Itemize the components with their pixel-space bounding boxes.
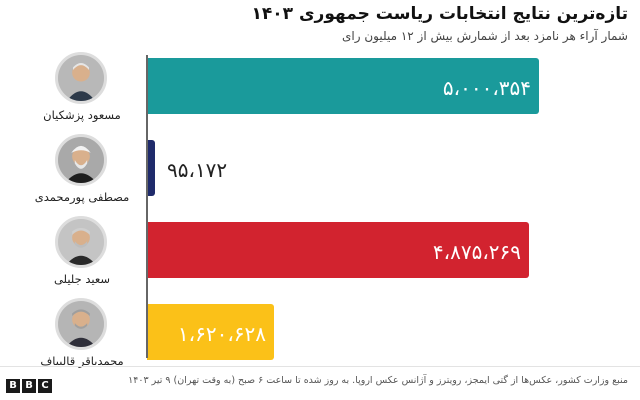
row-jalili: سعید جلیلی ۴،۸۷۵،۲۶۹ [0, 214, 640, 294]
value-label-pezeshkian: ۵،۰۰۰،۳۵۴ [442, 76, 531, 100]
avatar [55, 52, 107, 104]
value-label-jalili: ۴،۸۷۵،۲۶۹ [432, 240, 521, 264]
row-pourmohammadi: مصطفی پورمحمدی ۹۵،۱۷۲ [0, 132, 640, 212]
candidate-pourmohammadi: مصطفی پورمحمدی [20, 132, 150, 212]
row-pezeshkian: مسعود پزشکیان ۵،۰۰۰،۳۵۴ [0, 50, 640, 130]
person-photo-icon [58, 219, 104, 265]
row-ghalibaf: محمدباقر قالیباف ۱،۶۲۰،۶۲۸ [0, 296, 640, 376]
chart-title: تازه‌ترین نتایج انتخابات ریاست جمهوری ۱۴… [251, 4, 628, 24]
value-label-pourmohammadi: ۹۵،۱۷۲ [167, 158, 228, 182]
source-note: منبع وزارت کشور، عکس‌ها از گتی ایمجز، رو… [128, 375, 628, 386]
candidate-name: مصطفی پورمحمدی [34, 190, 130, 204]
person-photo-icon [58, 301, 104, 347]
candidate-jalili: سعید جلیلی [20, 214, 150, 294]
logo-letter: C [38, 379, 52, 393]
bar-ghalibaf [147, 304, 274, 360]
value-label-ghalibaf: ۱،۶۲۰،۶۲۸ [177, 322, 266, 346]
candidate-pezeshkian: مسعود پزشکیان [20, 50, 150, 130]
avatar [55, 216, 107, 268]
candidate-name: مسعود پزشکیان [43, 108, 121, 122]
bar-pourmohammadi [147, 140, 155, 196]
bar-axis-line [146, 55, 148, 358]
bar-jalili [147, 222, 529, 278]
person-photo-icon [58, 137, 104, 183]
avatar [55, 134, 107, 186]
logo-letter: B [6, 379, 20, 393]
logo-letter: B [22, 379, 36, 393]
candidate-ghalibaf: محمدباقر قالیباف [20, 296, 150, 376]
bar-pezeshkian [147, 58, 539, 114]
candidate-name: محمدباقر قالیباف [40, 354, 124, 368]
chart-subtitle: شمار آراء هر نامزد بعد از شمارش بیش از ۱… [342, 29, 628, 43]
candidate-name: سعید جلیلی [53, 272, 111, 286]
footer-divider [0, 366, 640, 367]
avatar [55, 298, 107, 350]
person-photo-icon [58, 55, 104, 101]
bbc-logo: B B C [6, 379, 52, 393]
